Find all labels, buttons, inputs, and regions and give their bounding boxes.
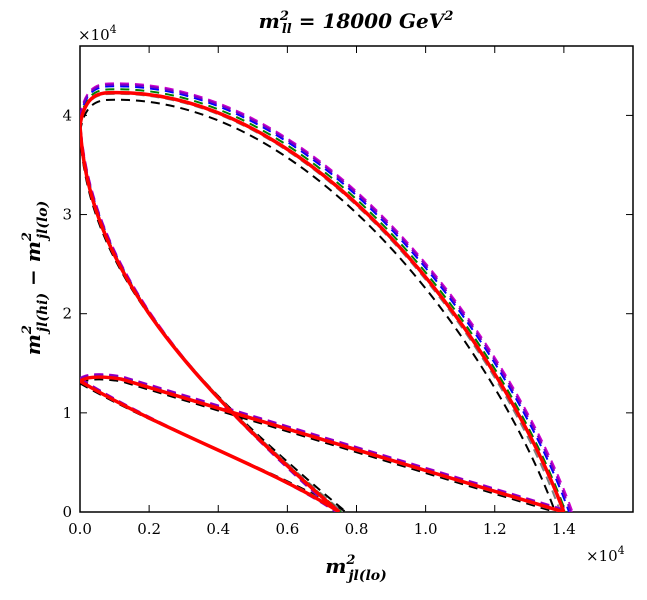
y-tick-label: 4 — [62, 106, 72, 124]
tick-layer: 0.0 0.2 0.4 0.6 0.8 1.0 1.2 1.4 0 1 2 3 4 — [62, 46, 633, 538]
x-axis-multiplier: ×104 — [586, 544, 625, 565]
x-tick-label: 0.8 — [345, 520, 369, 538]
series-line-outer-lobe — [80, 98, 557, 512]
series-line-outer-lobe — [80, 88, 567, 512]
y-axis-multiplier: ×104 — [78, 23, 117, 44]
x-tick-label: 0.0 — [68, 520, 92, 538]
y-tick-label: 3 — [62, 206, 72, 224]
series-line-outer-lobe — [80, 90, 566, 512]
plot-area — [79, 45, 634, 513]
series-line-outer-lobe — [80, 82, 574, 512]
series-line-outer-lobe — [80, 85, 571, 512]
x-tick-label: 1.4 — [552, 520, 576, 538]
x-tick-label: 0.2 — [137, 520, 161, 538]
x-tick-label: 1.2 — [483, 520, 507, 538]
y-tick-label: 0 — [62, 503, 72, 521]
chart-title: m2 ll = 18000 GeV2 — [259, 9, 454, 37]
y-axis-label: m2jl(hi) − m2jl(lo) — [20, 201, 51, 356]
series-red-solid — [80, 90, 566, 512]
x-tick-label: 0.4 — [206, 520, 230, 538]
series-line-lower-triangle — [80, 375, 565, 512]
x-tick-label: 1.0 — [414, 520, 438, 538]
series-line-inner-lobe — [80, 125, 341, 512]
series-line-outer-lobe — [80, 83, 572, 512]
x-axis-label: m2 jl(lo) — [325, 553, 387, 584]
curve-layer — [80, 82, 574, 512]
y-tick-label: 1 — [62, 404, 72, 422]
x-tick-label: 0.6 — [275, 520, 299, 538]
y-tick-label: 2 — [62, 305, 72, 323]
